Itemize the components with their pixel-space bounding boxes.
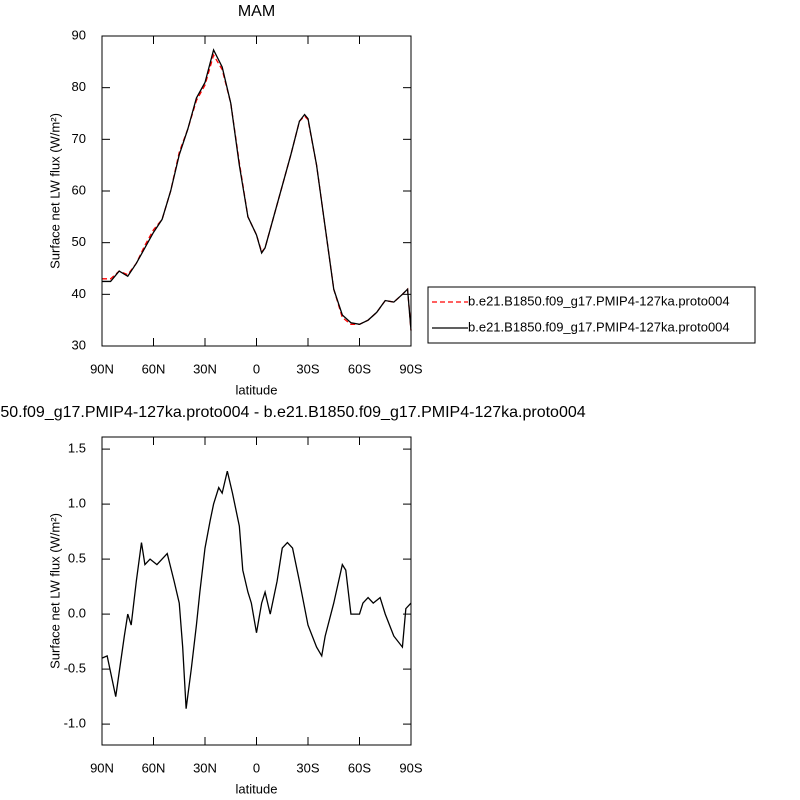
plot-frame xyxy=(101,35,412,347)
y-tick-label: 0.5 xyxy=(68,551,86,566)
y-tick-label: 40 xyxy=(72,286,86,301)
x-tick-label: 30N xyxy=(193,361,217,376)
x-tick-label: 0 xyxy=(253,760,260,775)
plot-frame xyxy=(101,436,412,746)
chart-title: MAM xyxy=(238,3,275,20)
x-tick-label: 90N xyxy=(90,760,114,775)
legend-label: b.e21.B1850.f09_g17.PMIP4-127ka.proto004 xyxy=(468,293,730,308)
y-tick-label: 30 xyxy=(72,337,86,352)
x-tick-label: 90N xyxy=(90,361,114,376)
y-tick-label: 1.5 xyxy=(68,441,86,456)
y-tick-label: 60 xyxy=(72,182,86,197)
y-tick-label: 0.0 xyxy=(68,606,86,621)
y-axis-label: Surface net LW flux (W/m²) xyxy=(47,513,62,669)
x-tick-label: 60N xyxy=(142,361,166,376)
chart-title: b.e21.B1850.f09_g17.PMIP4-127ka.proto004… xyxy=(0,404,586,421)
y-tick-label: 90 xyxy=(72,27,86,42)
legend-box xyxy=(427,286,756,344)
x-tick-label: 60N xyxy=(142,760,166,775)
y-tick-label: 1.0 xyxy=(68,496,86,511)
y-tick-label: 80 xyxy=(72,79,86,94)
x-tick-label: 60S xyxy=(348,760,371,775)
legend-label: b.e21.B1850.f09_g17.PMIP4-127ka.proto004 xyxy=(468,319,730,334)
x-tick-label: 30S xyxy=(296,361,319,376)
x-axis-label: latitude xyxy=(236,781,278,796)
y-tick-label: 50 xyxy=(72,234,86,249)
x-tick-label: 30S xyxy=(296,760,319,775)
y-tick-label: 70 xyxy=(72,131,86,146)
data-line xyxy=(102,48,412,331)
x-tick-label: 90S xyxy=(399,361,422,376)
y-axis-label: Surface net LW flux (W/m²) xyxy=(47,113,62,269)
x-tick-label: 90S xyxy=(399,760,422,775)
x-tick-label: 60S xyxy=(348,361,371,376)
data-line xyxy=(101,470,412,709)
x-tick-label: 30N xyxy=(193,760,217,775)
y-tick-label: -0.5 xyxy=(64,661,86,676)
y-tick-label: -1.0 xyxy=(64,716,86,731)
x-axis-label: latitude xyxy=(236,382,278,397)
x-tick-label: 0 xyxy=(253,361,260,376)
data-line xyxy=(102,53,412,331)
